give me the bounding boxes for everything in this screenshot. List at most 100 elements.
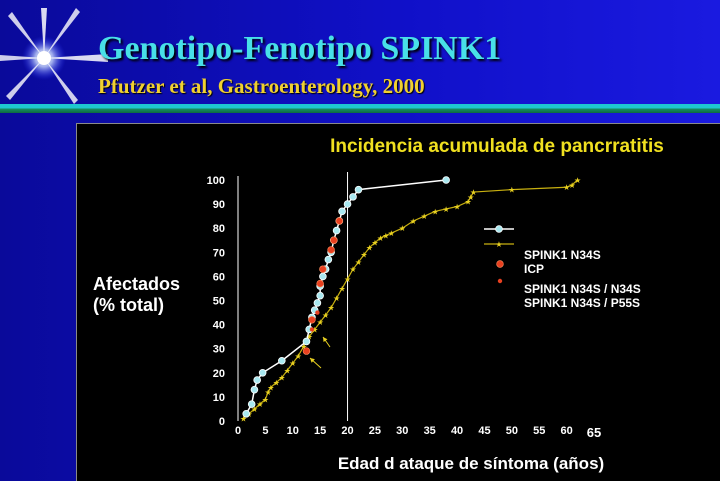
series-point-icp: ★	[328, 304, 335, 313]
title-divider	[0, 104, 720, 113]
series-point-icp: ★	[265, 388, 272, 397]
series-point-icp: ★	[273, 378, 280, 387]
series-point-icp: ★	[295, 352, 302, 361]
series-point-spink1-n34s	[442, 176, 450, 184]
series-point-icp: ★	[267, 383, 274, 392]
y-tick-label: 70	[213, 247, 225, 259]
series-point-spink1-n34s	[242, 409, 251, 418]
x-tick-label: 0	[235, 425, 241, 437]
series-point-icp: ★	[563, 183, 570, 192]
series-point-n34s-n34s	[316, 279, 324, 288]
series-point-spink1-n34s	[313, 299, 322, 307]
x-tick-label: 40	[451, 425, 463, 437]
series-point-icp: ★	[453, 203, 460, 212]
series-point-n34s-n34s	[335, 217, 344, 225]
series-point-n34s-p55s	[309, 327, 315, 332]
series-point-icp: ★	[569, 181, 576, 190]
y-tick-label: 60	[213, 271, 225, 283]
series-point-spink1-n34s	[250, 385, 259, 394]
series-point-icp: ★	[317, 318, 324, 327]
series-point-n34s-n34s	[319, 265, 327, 273]
slide-subtitle: Pfutzer et al, Gastroenterology, 2000	[98, 74, 425, 98]
series-point-spink1-n34s	[343, 200, 352, 208]
x-tick-label: 30	[396, 425, 408, 437]
x-tick-label: 25	[369, 425, 381, 437]
series-point-icp: ★	[388, 229, 395, 238]
series-point-icp: ★	[574, 176, 581, 185]
legend-label-icp: ICP	[524, 262, 545, 276]
series-point-spink1-n34s	[338, 207, 346, 216]
series-point-n34s-p55s	[315, 310, 320, 315]
series-point-icp: ★	[432, 207, 439, 216]
series-point-icp: ★	[355, 258, 362, 267]
chart-panel: Incidencia acumulada de pancrratitis Edad…	[76, 123, 720, 481]
x-tick-label: 55	[533, 425, 545, 437]
chart: Incidencia acumulada de pancrratitis Edad…	[207, 136, 664, 473]
series-point-icp: ★	[256, 400, 263, 409]
series-point-icp: ★	[278, 374, 285, 383]
series-point-spink1-n34s	[302, 337, 311, 346]
series-point-icp: ★	[262, 395, 269, 404]
slide-title: Genotipo-Fenotipo SPINK1	[98, 30, 502, 67]
series-point-icp: ★	[311, 325, 318, 334]
y-tick-label: 20	[213, 368, 225, 380]
series-point-icp: ★	[382, 231, 389, 240]
series-point-icp: ★	[508, 186, 515, 195]
series-point-spink1-n34s	[332, 226, 341, 235]
legend-marker-n34s-n34s	[496, 260, 504, 268]
y-tick-label: 100	[207, 175, 225, 187]
legend-label-n34s-n34s: SPINK1 N34S / N34S	[524, 282, 641, 296]
annotation-arrow-lower-head	[310, 358, 315, 363]
series-point-spink1-n34s	[354, 185, 363, 194]
series-point-icp: ★	[377, 234, 384, 243]
y-tick-label: 0	[219, 416, 225, 428]
x-axis-label: Edad d ataque de síntoma (años)	[338, 454, 604, 473]
series-point-icp: ★	[300, 342, 307, 351]
series-point-icp: ★	[443, 205, 450, 214]
series-point-icp: ★	[467, 193, 474, 202]
series-point-icp: ★	[322, 311, 329, 320]
series-point-icp: ★	[349, 265, 356, 274]
series-point-icp: ★	[410, 217, 417, 226]
series-point-icp: ★	[240, 415, 247, 424]
y-tick-label: 30	[213, 344, 225, 356]
x-tick-label: 45	[478, 425, 490, 437]
series-point-icp: ★	[251, 405, 258, 414]
series-point-spink1-n34s	[324, 255, 333, 264]
annotation-arrow-upper	[322, 336, 331, 348]
x-tick-label: 65	[587, 425, 601, 440]
series-line-icp	[243, 179, 578, 420]
series-point-icp: ★	[360, 251, 367, 260]
y-axis-label: Afectados (% total)	[93, 274, 223, 316]
legend-labels: SPINK1 N34S ICP SPINK1 N34S / N34S SPINK…	[524, 248, 641, 310]
series-point-icp: ★	[289, 359, 296, 368]
series-point-spink1-n34s	[258, 369, 267, 377]
annotation-arrow-lower	[309, 357, 322, 369]
series-point-spink1-n34s	[319, 272, 327, 281]
series-point-n34s-n34s	[327, 246, 335, 254]
series-point-icp: ★	[344, 275, 351, 284]
series-point-icp: ★	[421, 212, 428, 221]
series-point-spink1-n34s	[253, 376, 261, 384]
y-tick-label: 50	[213, 296, 225, 308]
series-point-spink1-n34s	[349, 193, 357, 201]
series-point-n34s-n34s	[302, 347, 311, 355]
series-point-icp: ★	[464, 198, 471, 207]
chart-title: Incidencia acumulada de pancrratitis	[330, 136, 664, 157]
legend-label-spink1-n34s: SPINK1 N34S	[524, 248, 601, 262]
series-point-spink1-n34s	[278, 356, 286, 365]
series-point-icp: ★	[366, 243, 373, 252]
y-tick-label: 10	[213, 392, 225, 404]
x-tick-label: 10	[287, 425, 299, 437]
x-tick-label: 15	[314, 425, 326, 437]
x-tick-label: 60	[560, 425, 572, 437]
y-tick-label: 90	[213, 199, 225, 211]
annotation-arrow-upper-head	[323, 337, 328, 342]
y-axis-label-line-1: Afectados	[93, 274, 181, 294]
legend-marker-spink1-n34s	[495, 225, 503, 233]
series-point-spink1-n34s	[247, 400, 256, 408]
series-point-icp: ★	[284, 366, 291, 375]
x-tick-label: 5	[262, 425, 268, 437]
series-point-icp: ★	[371, 239, 378, 248]
y-tick-label: 40	[213, 320, 225, 332]
